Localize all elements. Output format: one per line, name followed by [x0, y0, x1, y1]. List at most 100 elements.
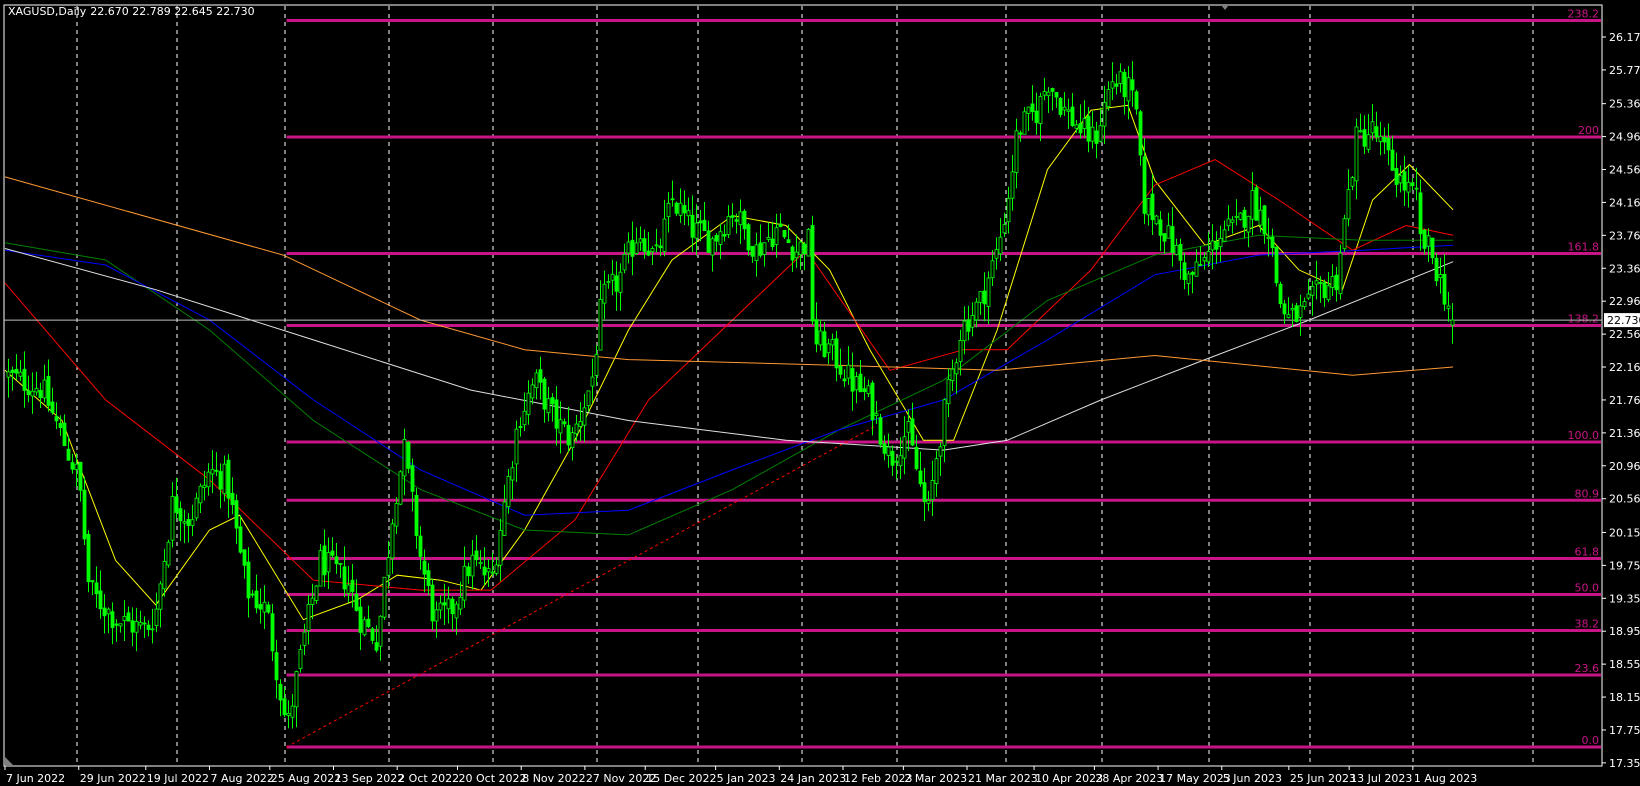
- candle-body: [1430, 237, 1435, 259]
- candle-body: [1138, 111, 1143, 156]
- time-axis-label: 20 Oct 2022: [459, 772, 527, 785]
- candle-body: [754, 244, 759, 262]
- candle-body: [398, 471, 403, 505]
- trendline[interactable]: [286, 425, 877, 748]
- candle-body: [558, 419, 563, 434]
- candle-body: [266, 604, 271, 613]
- candle-body: [114, 623, 119, 626]
- candle-body: [1282, 303, 1287, 315]
- candle-body: [554, 399, 559, 429]
- time-axis-label: 24 Jan 2023: [780, 772, 846, 785]
- candle-body: [1130, 79, 1135, 91]
- candle-body: [42, 379, 47, 399]
- candle-body: [942, 399, 947, 446]
- candle-body: [46, 375, 51, 406]
- fibo-level-label: 238.2: [1568, 7, 1600, 20]
- candle-body: [1298, 305, 1303, 318]
- candle-body: [1370, 121, 1375, 134]
- candle-body: [710, 238, 715, 256]
- candle-body: [614, 275, 619, 292]
- candle-body: [334, 556, 339, 565]
- candle-body: [154, 608, 159, 627]
- candle-body: [1226, 218, 1231, 227]
- candle-body: [1002, 224, 1007, 234]
- candle-body: [326, 552, 331, 573]
- candle-body: [94, 582, 99, 595]
- candle-body: [1146, 198, 1151, 216]
- candle-body: [794, 251, 799, 259]
- moving-average-line-2: [4, 234, 1454, 536]
- candle-body: [1210, 240, 1215, 251]
- candle-body: [206, 471, 211, 488]
- candle-body: [1374, 126, 1379, 138]
- current-price-badge: [1604, 313, 1640, 328]
- candle-body: [954, 362, 959, 375]
- time-axis-label: 5 Jan 2023: [717, 772, 776, 785]
- plot-area: [3, 4, 1603, 767]
- moving-average-line-3: [4, 244, 1454, 516]
- candle-body: [670, 198, 675, 201]
- time-axis-label: 7 Aug 2022: [210, 772, 273, 785]
- candle-body: [354, 593, 359, 611]
- candle-body: [1234, 215, 1239, 218]
- price-axis-label: 23.360: [1609, 262, 1640, 275]
- candle-body: [258, 603, 263, 610]
- time-axis-label: 13 Jul 2023: [1350, 772, 1412, 785]
- candle-body: [262, 601, 267, 613]
- candle-body: [1006, 197, 1011, 223]
- candle-body: [522, 410, 527, 426]
- chart-shift-marker-icon[interactable]: [1221, 5, 1229, 10]
- candle-body: [134, 621, 139, 633]
- candle-body: [986, 277, 991, 307]
- candle-body: [798, 241, 803, 255]
- candle-body: [1202, 257, 1207, 262]
- candle-body: [358, 606, 363, 633]
- candle-body: [1050, 88, 1055, 92]
- candle-body: [1402, 171, 1407, 191]
- candle-body: [1222, 229, 1227, 242]
- candle-body: [186, 519, 191, 526]
- candle-body: [470, 554, 475, 577]
- fibo-level-label: 38.2: [1575, 617, 1600, 630]
- candle-body: [306, 604, 311, 631]
- candle-body: [110, 611, 115, 628]
- candle-body: [610, 273, 615, 281]
- fibo-level-label: 0.0: [1582, 734, 1600, 747]
- candle-body: [662, 218, 667, 252]
- candle-body: [450, 598, 455, 615]
- candle-body: [210, 468, 215, 475]
- candle-body: [1346, 189, 1351, 220]
- candle-body: [286, 712, 291, 716]
- candle-body: [1302, 301, 1307, 307]
- candle-body: [902, 436, 907, 459]
- candle-body: [618, 271, 623, 293]
- moving-average-line-0: [4, 104, 1454, 621]
- candle-body: [370, 628, 375, 641]
- candle-body: [1446, 305, 1451, 309]
- candle-body: [682, 205, 687, 214]
- candle-body: [1182, 262, 1187, 280]
- candle-body: [586, 390, 591, 407]
- candle-body: [58, 422, 63, 428]
- candle-body: [1122, 71, 1127, 98]
- candle-body: [38, 390, 43, 398]
- candle-body: [366, 618, 371, 627]
- candle-body: [1034, 110, 1039, 124]
- candle-body: [694, 222, 699, 239]
- candle-body: [626, 241, 631, 254]
- candle-body: [50, 401, 55, 413]
- candle-body: [1150, 193, 1155, 221]
- candle-body: [1354, 126, 1359, 182]
- ohlc-values: 22.670 22.789 22.645 22.730: [90, 5, 255, 18]
- candle-body: [826, 343, 831, 354]
- candle-body: [542, 378, 547, 410]
- candle-body: [102, 607, 107, 617]
- candle-body: [1378, 135, 1383, 143]
- candle-body: [74, 463, 79, 470]
- candle-body: [30, 390, 35, 397]
- candle-body: [974, 301, 979, 321]
- candle-body: [1030, 103, 1035, 112]
- price-axis-label: 19.750: [1609, 559, 1640, 572]
- candle-body: [950, 368, 955, 382]
